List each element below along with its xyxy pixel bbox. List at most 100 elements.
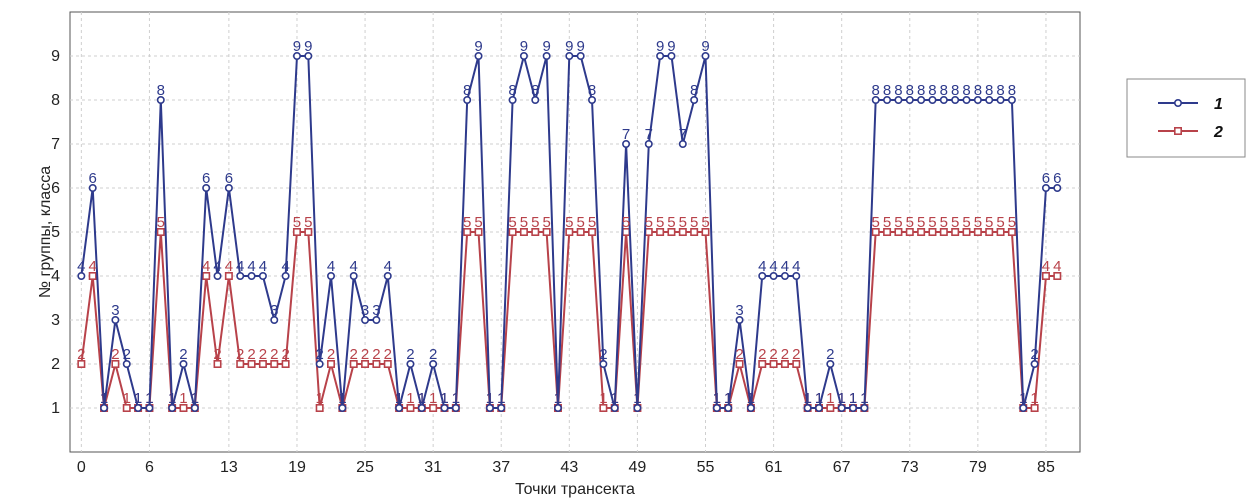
series-1-point	[871, 96, 880, 105]
series-1-point	[735, 315, 744, 324]
series-2-data-label: 5	[304, 214, 312, 231]
series-2-data-label: 2	[111, 346, 119, 363]
series-1-point	[156, 96, 165, 105]
series-1-point	[463, 96, 472, 105]
series-1-point	[258, 271, 267, 280]
series-2-data-label: 2	[758, 346, 766, 363]
series-2-data-label: 5	[577, 214, 585, 231]
series-1-point	[1053, 184, 1062, 193]
series-1-point	[962, 96, 971, 105]
series-1-data-label: 9	[656, 38, 664, 55]
series-1-data-label: 2	[429, 346, 437, 363]
y-tick-label: 7	[51, 136, 60, 153]
series-1-data-label: 4	[384, 258, 392, 275]
series-2-data-label: 1	[633, 390, 641, 407]
series-2-point	[1007, 228, 1016, 237]
series-1-point	[111, 315, 120, 324]
series-2-data-label: 1	[803, 390, 811, 407]
series-1-data-label: 1	[803, 390, 811, 407]
legend-marker-square	[1174, 127, 1183, 136]
series-2-data-label: 5	[940, 214, 948, 231]
series-1-data-label: 8	[951, 82, 959, 99]
series-2-data-label: 1	[406, 390, 414, 407]
series-2-data-label: 1	[168, 390, 176, 407]
series-1-point	[928, 96, 937, 105]
series-2-point	[202, 271, 211, 280]
series-1-point	[213, 271, 222, 280]
series-2-data-label: 5	[531, 214, 539, 231]
series-1-data-label: 6	[89, 170, 97, 187]
series-1-data-label: 4	[236, 258, 244, 275]
series-1-point	[429, 359, 438, 368]
series-2-point	[77, 359, 86, 368]
series-1-point	[724, 403, 733, 412]
series-1-data-label: 4	[350, 258, 358, 275]
series-1-data-label: 4	[281, 258, 289, 275]
series-2-data-label: 5	[565, 214, 573, 231]
series-1-point	[917, 96, 926, 105]
series-2-data-label: 1	[747, 390, 755, 407]
series-1-data-label: 2	[599, 346, 607, 363]
series-1-data-label: 6	[1053, 170, 1061, 187]
series-1-data-label: 2	[406, 346, 414, 363]
series-1-point	[440, 403, 449, 412]
series-2-data-label: 5	[894, 214, 902, 231]
series-2-point	[1053, 271, 1062, 280]
series-1-point	[179, 359, 188, 368]
series-1-point	[644, 140, 653, 149]
series-2-data-label: 5	[928, 214, 936, 231]
series-1-data-label: 1	[497, 390, 505, 407]
series-2-data-label: 1	[134, 390, 142, 407]
series-1-point	[1030, 359, 1039, 368]
series-1-point	[100, 403, 109, 412]
series-2-data-label: 1	[429, 390, 437, 407]
series-2-point	[213, 359, 222, 368]
series-1-point	[553, 403, 562, 412]
series-1-data-label: 6	[1042, 170, 1050, 187]
series-2-point	[928, 228, 937, 237]
series-2-data-label: 2	[372, 346, 380, 363]
x-tick-label: 0	[77, 459, 86, 476]
series-2-data-label: 1	[849, 390, 857, 407]
series-1-data-label: 8	[906, 82, 914, 99]
series-2-point	[281, 359, 290, 368]
x-tick-label: 25	[356, 459, 374, 476]
series-2-data-label: 1	[123, 390, 131, 407]
series-2-point	[883, 228, 892, 237]
series-1-data-label: 1	[554, 390, 562, 407]
series-2-point	[372, 359, 381, 368]
series-2-data-label: 4	[1053, 258, 1061, 275]
series-2-data-label: 1	[554, 390, 562, 407]
series-2-data-label: 5	[883, 214, 891, 231]
series-2-data-label: 2	[259, 346, 267, 363]
series-2-data-label: 1	[599, 390, 607, 407]
series-2-point	[758, 359, 767, 368]
series-1-data-label: 7	[679, 126, 687, 143]
series-2-data-label: 1	[440, 390, 448, 407]
series-2-data-label: 5	[690, 214, 698, 231]
y-tick-label: 2	[51, 356, 60, 373]
series-2-point	[474, 228, 483, 237]
series-1-data-label: 8	[157, 82, 165, 99]
series-2-data-label: 5	[962, 214, 970, 231]
series-1-point	[610, 403, 619, 412]
series-1-point	[565, 51, 574, 60]
series-2-point	[792, 359, 801, 368]
series-1-data-label: 4	[781, 258, 789, 275]
series-1-point	[894, 96, 903, 105]
series-2-point	[315, 403, 324, 412]
series-1-point	[1019, 403, 1028, 412]
series-2-point	[667, 228, 676, 237]
series-1-data-label: 8	[883, 82, 891, 99]
series-1-point	[860, 403, 869, 412]
series-1-data-label: 3	[372, 302, 380, 319]
series-2-point	[939, 228, 948, 237]
series-1-point	[712, 403, 721, 412]
series-1-data-label: 9	[293, 38, 301, 55]
series-1-point	[224, 184, 233, 193]
series-2-point	[383, 359, 392, 368]
series-1-point	[769, 271, 778, 280]
x-tick-label: 13	[220, 459, 238, 476]
series-1-point	[508, 96, 517, 105]
